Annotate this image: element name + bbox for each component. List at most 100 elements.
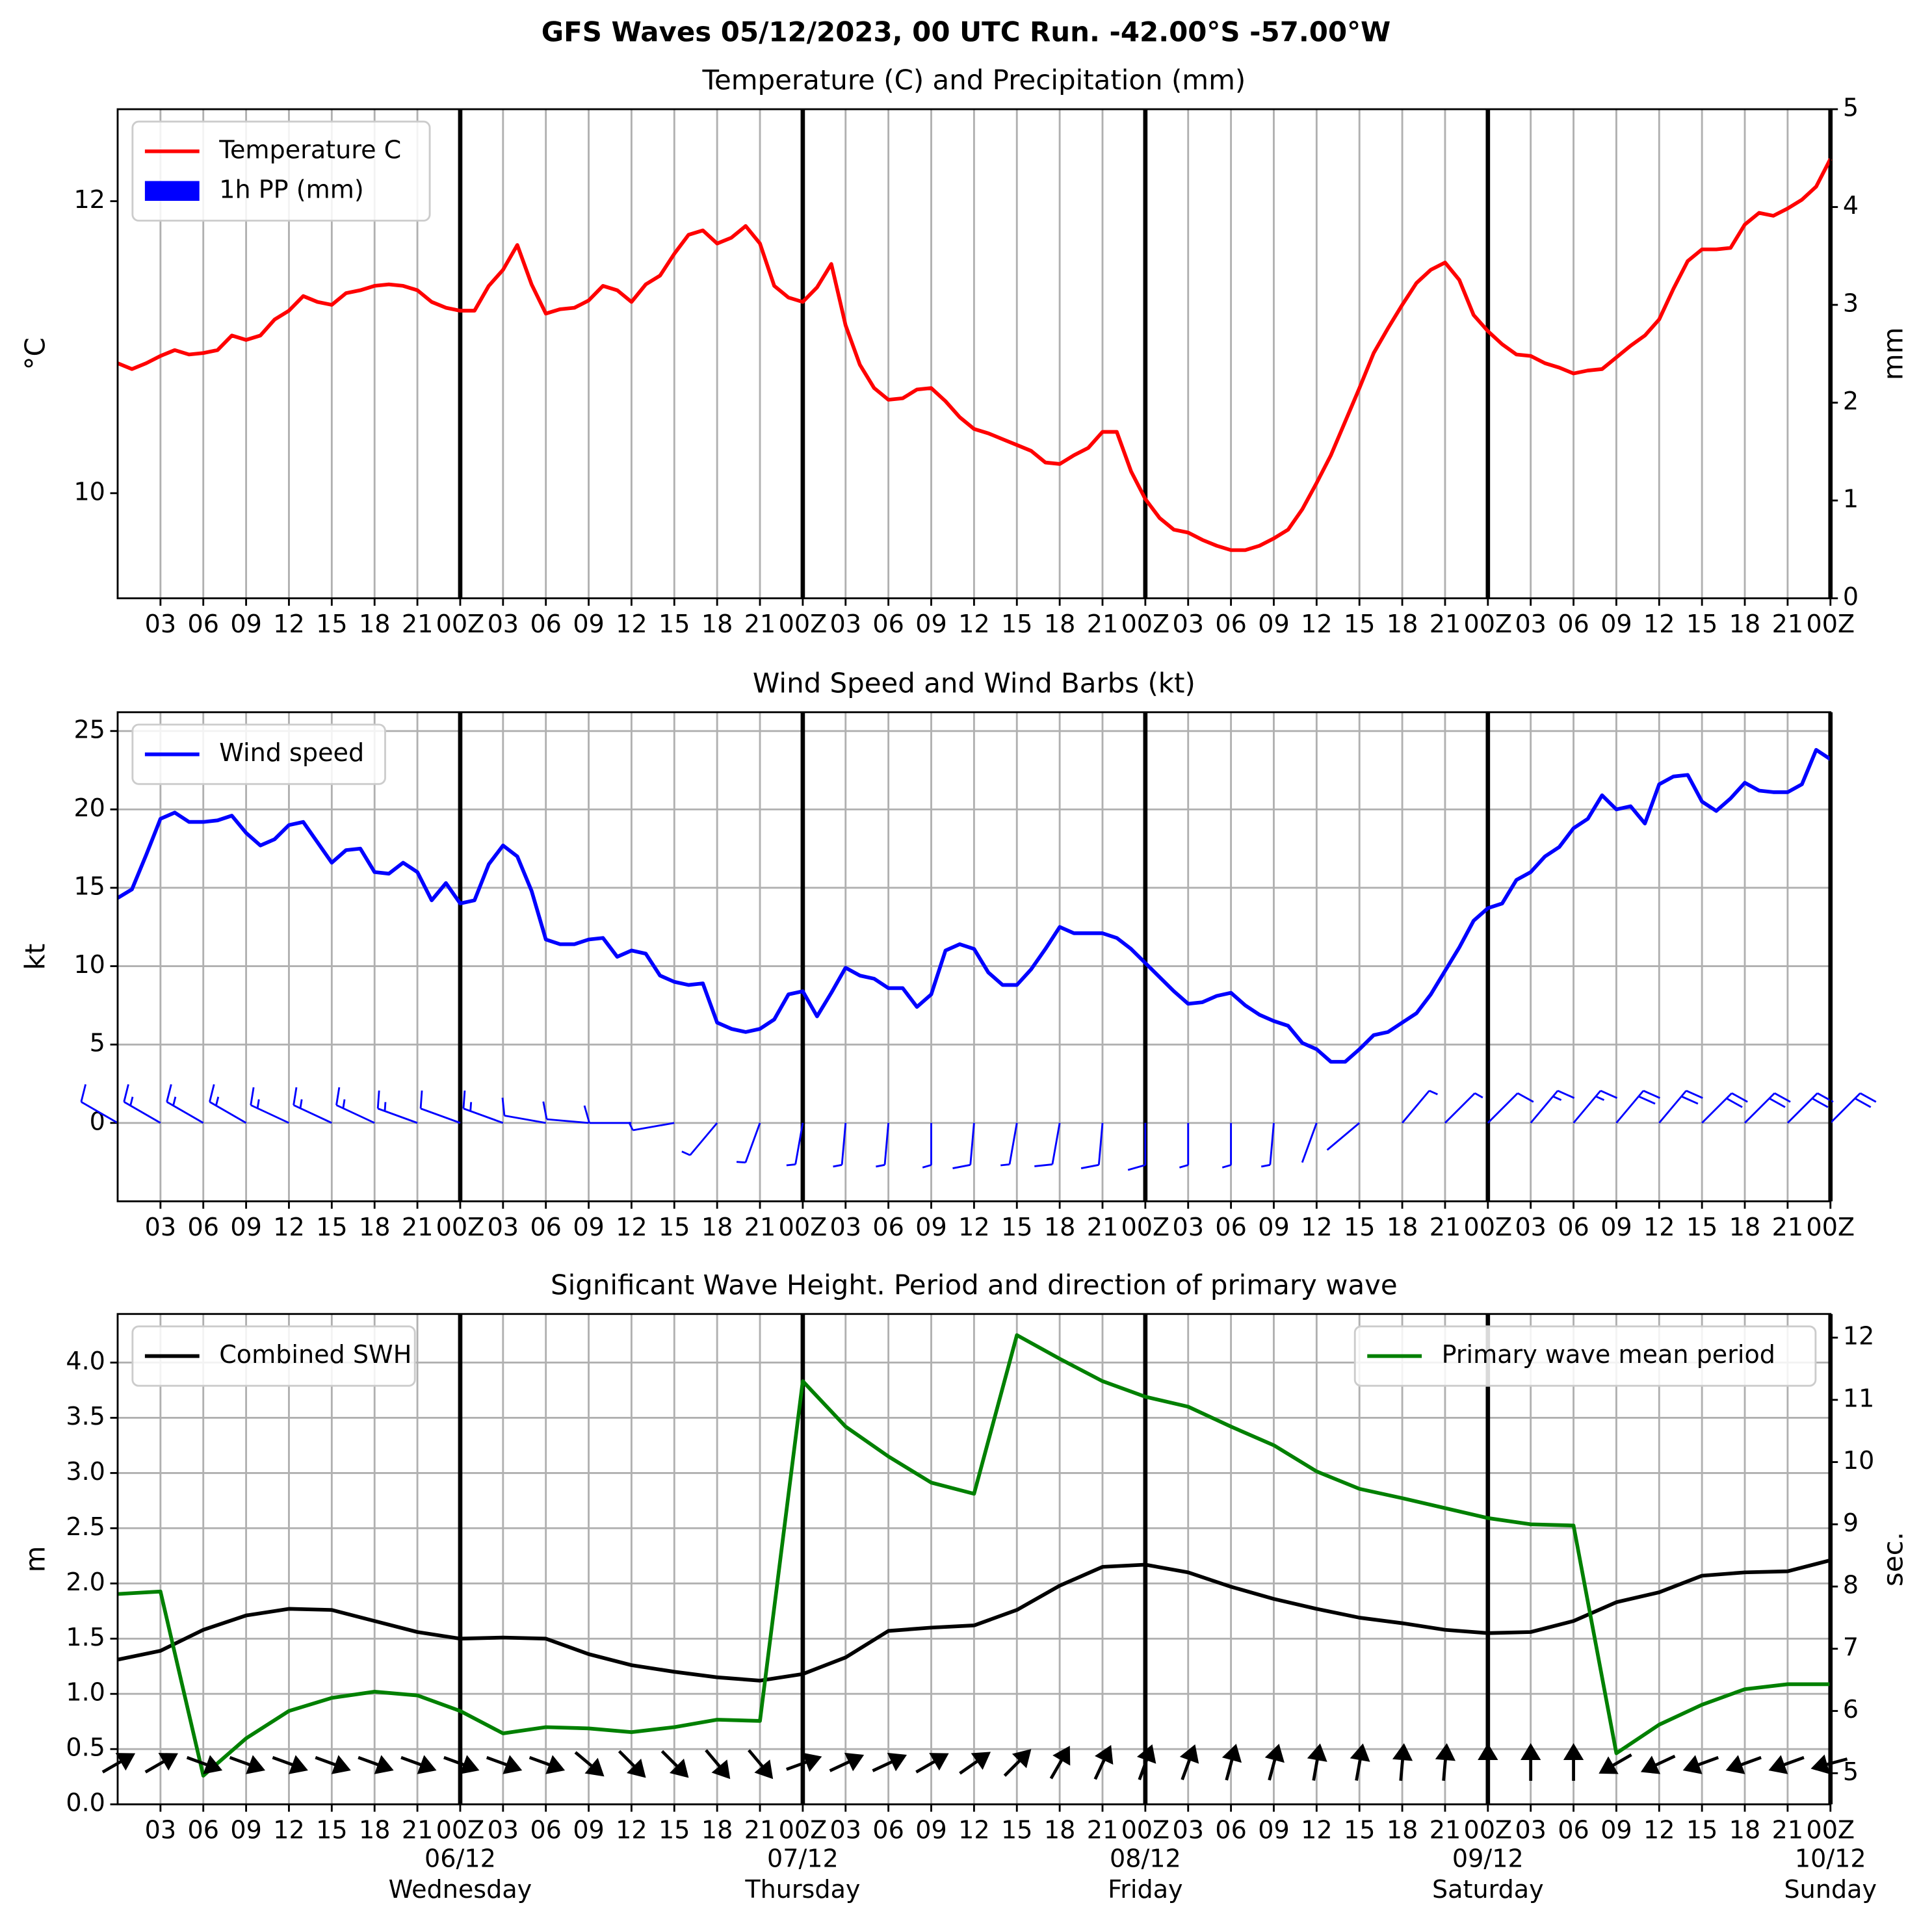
x-tick-label: 03 xyxy=(1515,610,1546,638)
x-tick-label: 09 xyxy=(915,610,946,638)
series-line xyxy=(116,747,1832,1064)
y2-tick-label: 11 xyxy=(1843,1384,1874,1412)
wave-arrow xyxy=(1435,1743,1456,1781)
x-tick-label: 18 xyxy=(1729,1213,1760,1241)
x-tick-label: 21 xyxy=(1087,1816,1118,1845)
wave-arrow xyxy=(101,1753,136,1774)
wind-barb xyxy=(1326,1122,1361,1151)
y2-axis-label: mm xyxy=(1877,327,1909,380)
wave-arrow xyxy=(1478,1742,1498,1781)
x-tick-label: 00Z xyxy=(436,610,485,638)
wind-barb xyxy=(376,1090,418,1124)
wave-arrow xyxy=(1392,1743,1413,1781)
legend-box xyxy=(131,723,386,785)
day-label: Wednesday xyxy=(389,1875,532,1904)
x-tick-label: 03 xyxy=(1515,1213,1546,1241)
x-tick-label: 09 xyxy=(1600,1213,1632,1241)
date-label: 07/12 xyxy=(767,1844,839,1872)
y2-tick-label: 9 xyxy=(1843,1508,1859,1537)
x-tick-label: 00Z xyxy=(779,610,828,638)
x-tick-label: 12 xyxy=(616,1213,647,1241)
wave-arrow xyxy=(1003,1749,1032,1777)
x-tick-label: 21 xyxy=(1087,610,1118,638)
x-tick-label: 18 xyxy=(1044,1816,1075,1845)
wind-barb xyxy=(1221,1122,1233,1169)
wave-arrow xyxy=(1307,1743,1327,1781)
y-axis-label: °C xyxy=(20,337,51,370)
x-tick-label: 03 xyxy=(1515,1816,1546,1845)
x-tick-label: 15 xyxy=(1344,1816,1375,1845)
y-tick-label: 1.5 xyxy=(66,1623,105,1651)
y2-tick-label: 8 xyxy=(1843,1571,1859,1599)
x-tick-label: 18 xyxy=(1729,610,1760,638)
x-tick-label: 00Z xyxy=(436,1213,485,1241)
x-tick-label: 09 xyxy=(915,1816,946,1845)
x-tick-label: 06 xyxy=(1215,1213,1246,1241)
x-tick-label: 21 xyxy=(1429,1816,1461,1845)
series-line xyxy=(116,158,1833,552)
x-tick-label: 21 xyxy=(744,610,776,638)
x-tick-label: 12 xyxy=(1301,1213,1332,1241)
wave-arrow xyxy=(829,1752,865,1772)
x-tick-label: 21 xyxy=(744,1816,776,1845)
wave-arrow xyxy=(1350,1743,1370,1781)
x-tick-label: 15 xyxy=(659,1816,690,1845)
y-axis-label: kt xyxy=(20,944,51,970)
x-tick-label: 06 xyxy=(872,610,904,638)
x-tick-label: 09 xyxy=(573,1213,604,1241)
y-tick-label: 12 xyxy=(73,185,105,214)
y-tick-label: 4.0 xyxy=(66,1347,105,1375)
x-tick-label: 03 xyxy=(1172,1213,1203,1241)
y2-tick-label: 3 xyxy=(1843,289,1859,318)
wind-barb xyxy=(1487,1092,1534,1124)
wave-arrow xyxy=(1768,1755,1805,1774)
x-tick-label: 21 xyxy=(1772,1213,1803,1241)
y2-axis-label: sec. xyxy=(1877,1532,1909,1586)
series-line xyxy=(117,1558,1831,1683)
wind-barb xyxy=(1444,1092,1483,1124)
x-tick-label: 00Z xyxy=(779,1816,828,1845)
x-tick-label: 12 xyxy=(958,1213,989,1241)
x-tick-label: 21 xyxy=(744,1213,776,1241)
wind-barb xyxy=(293,1087,332,1124)
x-tick-label: 06 xyxy=(187,1816,218,1845)
x-tick-label: 09 xyxy=(230,610,261,638)
wind-barb xyxy=(501,1097,546,1124)
x-tick-label: 06 xyxy=(530,1213,561,1241)
x-tick-label: 15 xyxy=(1686,1213,1717,1241)
y-tick-label: 10 xyxy=(73,477,105,506)
x-tick-label: 03 xyxy=(488,1816,519,1845)
x-tick-label: 06 xyxy=(1558,1816,1589,1845)
x-tick-label: 03 xyxy=(830,1213,861,1241)
wind-barb xyxy=(1179,1122,1190,1169)
x-tick-label: 00Z xyxy=(1806,1816,1855,1845)
x-tick-label: 09 xyxy=(1600,1816,1632,1845)
wave-arrow xyxy=(443,1755,480,1774)
wind-barb xyxy=(1000,1122,1018,1167)
wind-barb xyxy=(922,1122,932,1169)
wind-barb xyxy=(833,1122,847,1168)
wave-arrow xyxy=(618,1750,646,1778)
x-tick-label: 18 xyxy=(1387,1213,1418,1241)
suptitle: GFS Waves 05/12/2023, 00 UTC Run. -42.00… xyxy=(542,16,1391,47)
wave-arrow xyxy=(1221,1744,1242,1781)
wave-arrow xyxy=(705,1749,731,1780)
wave-arrow xyxy=(229,1755,266,1774)
legend-label: Temperature C xyxy=(218,135,401,164)
y2-tick-label: 0 xyxy=(1843,582,1859,611)
wave-arrow xyxy=(1093,1744,1114,1780)
x-tick-label: 12 xyxy=(616,610,647,638)
x-tick-label: 03 xyxy=(1172,610,1203,638)
y2-tick-label: 4 xyxy=(1843,191,1859,220)
wind-barb xyxy=(123,1084,161,1124)
x-tick-label: 18 xyxy=(1044,610,1075,638)
y2-tick-label: 5 xyxy=(1843,94,1859,122)
y2-tick-label: 7 xyxy=(1843,1633,1859,1661)
x-tick-label: 18 xyxy=(701,610,733,638)
wind-barb xyxy=(1530,1089,1575,1124)
x-tick-label: 06 xyxy=(530,610,561,638)
y-tick-label: 2.0 xyxy=(66,1568,105,1596)
y-tick-label: 25 xyxy=(73,715,105,744)
